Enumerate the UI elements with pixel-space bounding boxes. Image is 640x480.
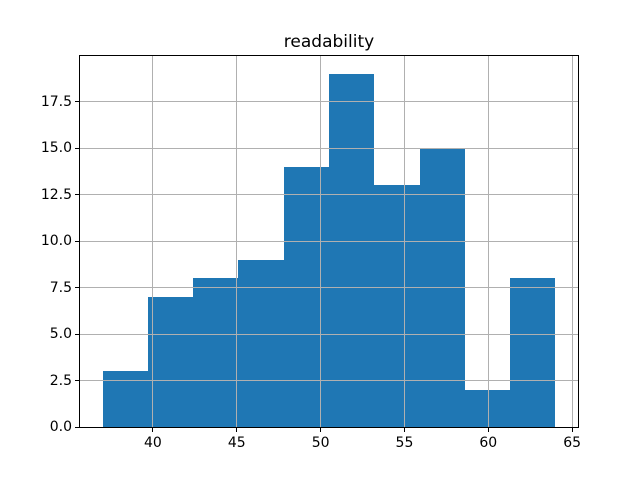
- x-tick-mark: [403, 428, 405, 432]
- y-tick-label: 10.0: [40, 233, 72, 250]
- gridline-horizontal: [80, 333, 578, 335]
- y-tick-label: 5.0: [49, 326, 72, 343]
- histogram-bar: [510, 278, 556, 427]
- plot-area: [79, 55, 579, 428]
- x-tick-label: 40: [144, 435, 162, 451]
- gridline-horizontal: [80, 287, 578, 289]
- x-tick-mark: [487, 428, 489, 432]
- gridline-horizontal: [80, 194, 578, 196]
- histogram-bar: [374, 185, 420, 427]
- histogram-bar: [464, 389, 511, 427]
- histogram-bar: [193, 278, 239, 427]
- x-tick-mark: [236, 428, 238, 432]
- y-tick-label: 2.5: [49, 372, 72, 389]
- x-tick-label: 65: [563, 435, 582, 451]
- gridline-horizontal: [80, 426, 578, 427]
- y-tick-mark: [75, 380, 79, 381]
- histogram-bar: [147, 296, 194, 427]
- y-tick-mark: [75, 194, 79, 196]
- x-tick-label: 50: [311, 435, 330, 451]
- y-tick-label: 7.5: [49, 279, 72, 296]
- x-tick-mark: [152, 428, 154, 432]
- y-tick-mark: [75, 240, 79, 242]
- gridline-horizontal: [80, 240, 578, 242]
- gridline-horizontal: [80, 380, 578, 381]
- y-tick-mark: [75, 287, 79, 289]
- y-tick-mark: [75, 426, 79, 428]
- x-tick-mark: [320, 428, 322, 432]
- y-tick-label: 0.0: [49, 419, 72, 435]
- y-tick-label: 12.5: [40, 186, 72, 203]
- x-tick-mark: [571, 428, 573, 432]
- y-tick-mark: [75, 147, 79, 149]
- gridline-horizontal: [80, 101, 578, 103]
- histogram-bar: [329, 73, 375, 427]
- gridline-horizontal: [80, 147, 578, 149]
- x-tick-label: 45: [227, 435, 246, 451]
- y-tick-mark: [75, 101, 79, 103]
- y-tick-label: 17.5: [40, 93, 72, 110]
- histogram-bar: [283, 166, 329, 427]
- x-tick-label: 55: [395, 435, 414, 451]
- y-tick-mark: [75, 333, 79, 335]
- x-tick-label: 60: [479, 435, 498, 451]
- y-tick-label: 15.0: [40, 140, 72, 157]
- chart-title: readability: [283, 32, 375, 52]
- grid-layer: [80, 56, 578, 427]
